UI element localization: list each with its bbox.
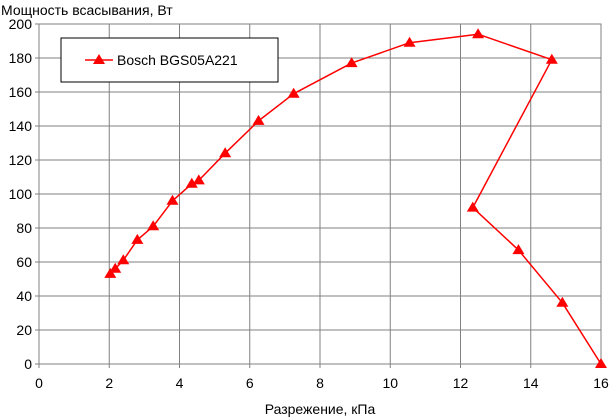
- legend-label: Bosch BGS05A221: [117, 52, 238, 68]
- data-point: [109, 262, 122, 273]
- x-tick-label: 6: [246, 375, 254, 391]
- y-tick-label: 80: [16, 220, 32, 236]
- y-tick-label: 20: [16, 322, 32, 338]
- y-tick-label: 140: [9, 118, 33, 134]
- data-point: [545, 53, 558, 64]
- legend-marker: [93, 54, 105, 64]
- data-point: [104, 267, 117, 278]
- data-point: [166, 194, 179, 205]
- y-tick-label: 120: [9, 152, 33, 168]
- legend: Bosch BGS05A221: [60, 37, 279, 83]
- y-tick-label: 60: [16, 254, 32, 270]
- data-point: [192, 174, 205, 185]
- y-axis-ticks: 0 20 40 60 80 100 120 140 160 180 200: [9, 16, 39, 372]
- data-point: [556, 296, 569, 307]
- data-point: [512, 244, 525, 255]
- y-tick-label: 100: [9, 186, 33, 202]
- data-point: [252, 114, 265, 125]
- data-point: [403, 36, 416, 47]
- x-tick-label: 16: [593, 375, 609, 391]
- x-tick-label: 12: [453, 375, 469, 391]
- x-axis-label: Разрежение, кПа: [265, 401, 376, 417]
- data-point: [287, 87, 300, 98]
- x-tick-label: 14: [523, 375, 539, 391]
- x-axis-ticks: 0 2 4 6 8 10 12 14 16: [35, 364, 609, 391]
- x-tick-label: 8: [316, 375, 324, 391]
- x-tick-label: 10: [382, 375, 398, 391]
- data-point: [131, 233, 144, 244]
- y-tick-label: 180: [9, 50, 33, 66]
- data-point: [472, 28, 485, 39]
- y-tick-label: 40: [16, 288, 32, 304]
- series-line: [109, 33, 602, 365]
- y-tick-label: 200: [9, 16, 33, 32]
- y-tick-label: 0: [24, 356, 32, 372]
- y-axis-label: Мощность всасывания, Вт: [1, 2, 173, 18]
- data-point: [466, 201, 479, 212]
- x-tick-label: 0: [35, 375, 43, 391]
- data-point: [185, 177, 198, 188]
- data-point: [219, 147, 232, 158]
- x-tick-label: 4: [176, 375, 184, 391]
- data-point: [595, 358, 607, 368]
- series-group: [104, 28, 607, 368]
- data-point: [345, 57, 358, 68]
- y-tick-label: 160: [9, 84, 33, 100]
- data-point: [117, 254, 130, 265]
- data-point: [147, 220, 160, 231]
- x-tick-label: 2: [105, 375, 113, 391]
